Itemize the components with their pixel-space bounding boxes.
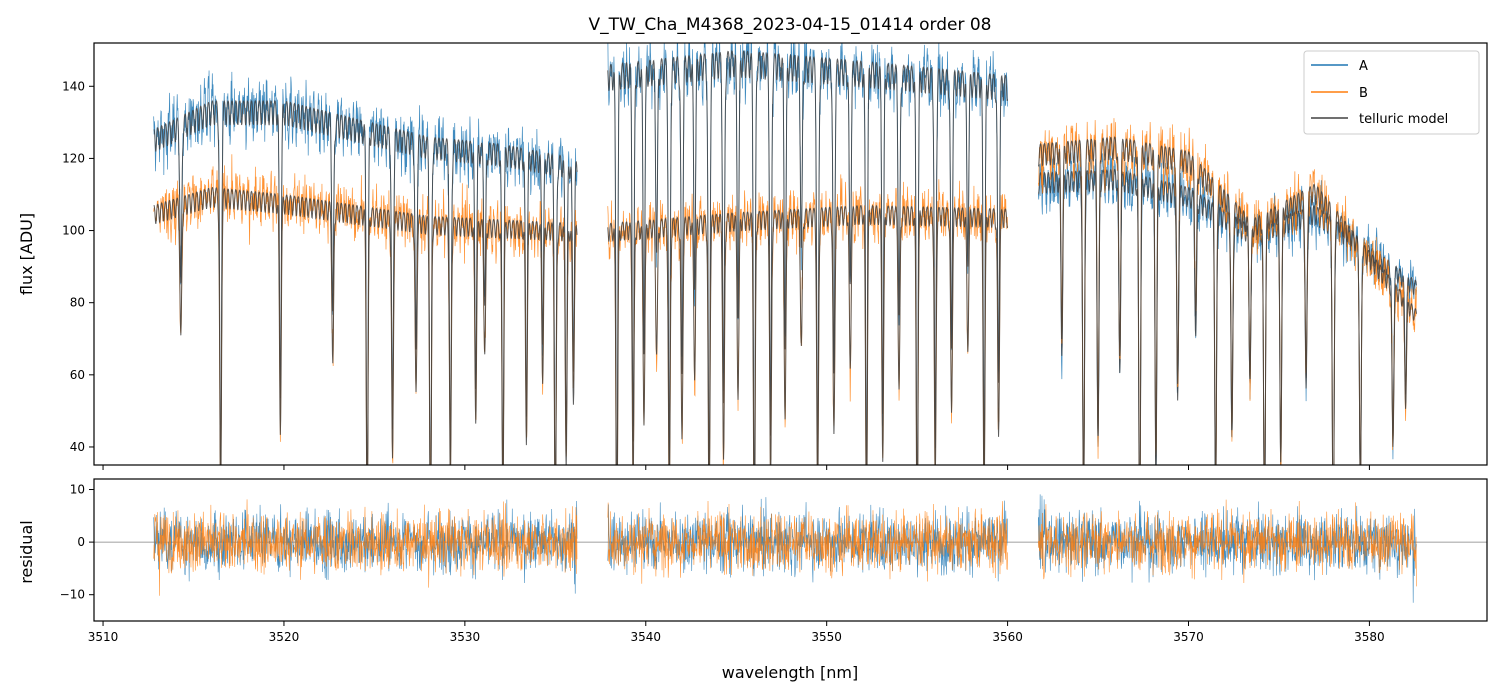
flux-y-tick-label: 100	[62, 224, 85, 238]
residual-y-ticks: −10 0 10	[60, 483, 94, 602]
residual-line-b-seg2	[607, 501, 1008, 584]
legend-label-a: A	[1359, 59, 1368, 74]
x-tick-label: 3510	[88, 630, 119, 644]
flux-x-ticks	[102, 465, 1370, 470]
residual-y-tick-label: 10	[70, 483, 85, 497]
flux-panel: 40 60 80 100 120 140 flux [ADU] A B telluric …	[17, 42, 1488, 470]
residual-y-tick-label: 0	[77, 535, 85, 549]
residual-line-a-seg3	[1038, 494, 1417, 603]
flux-y-tick-label: 120	[62, 151, 85, 165]
residual-y-axis-label: residual	[17, 520, 36, 583]
flux-y-tick-label: 80	[70, 296, 85, 310]
x-tick-label: 3550	[811, 630, 842, 644]
residual-axes-frame	[93, 478, 1488, 622]
telluric-model-line-b-seg2	[607, 204, 1009, 465]
flux-y-tick-label: 60	[70, 368, 85, 382]
flux-y-axis-label: flux [ADU]	[17, 213, 36, 295]
residual-y-tick-label: −10	[60, 588, 85, 602]
flux-axes-frame	[93, 42, 1488, 466]
flux-plot-area	[153, 43, 1417, 465]
x-tick-label: 3560	[992, 630, 1023, 644]
flux-y-tick-label: 140	[62, 79, 85, 93]
x-tick-label: 3540	[630, 630, 661, 644]
telluric-model-line-b-seg3	[1037, 136, 1417, 465]
legend: A B telluric model	[1303, 50, 1480, 135]
residual-line-b-seg1	[153, 499, 578, 596]
flux-y-ticks: 40 60 80 100 120 140	[62, 79, 94, 454]
legend-label-telluric: telluric model	[1359, 112, 1448, 127]
flux-y-tick-label: 40	[70, 440, 85, 454]
residual-x-ticks: 3510 3520 3530 3540 3550 3560 3570 3580	[88, 621, 1385, 644]
x-tick-label: 3570	[1173, 630, 1204, 644]
legend-label-b: B	[1359, 86, 1368, 101]
legend-box	[1303, 50, 1480, 135]
x-tick-label: 3580	[1354, 630, 1385, 644]
x-tick-label: 3530	[450, 630, 481, 644]
chart-title: V_TW_Cha_M4368_2023-04-15_01414 order 08	[589, 15, 992, 35]
x-axis-label: wavelength [nm]	[722, 663, 859, 682]
telluric-model-line-a-seg2	[607, 49, 1009, 465]
telluric-model-line-a-seg1	[153, 99, 578, 465]
telluric-model-line-b-seg1	[153, 186, 578, 465]
residual-panel: 3510 3520 3530 3540 3550 3560 3570 3580 −10010 …	[17, 478, 1488, 682]
x-tick-label: 3520	[269, 630, 300, 644]
residual-plot-area	[94, 494, 1487, 603]
residual-line-b-seg3	[1038, 499, 1417, 587]
